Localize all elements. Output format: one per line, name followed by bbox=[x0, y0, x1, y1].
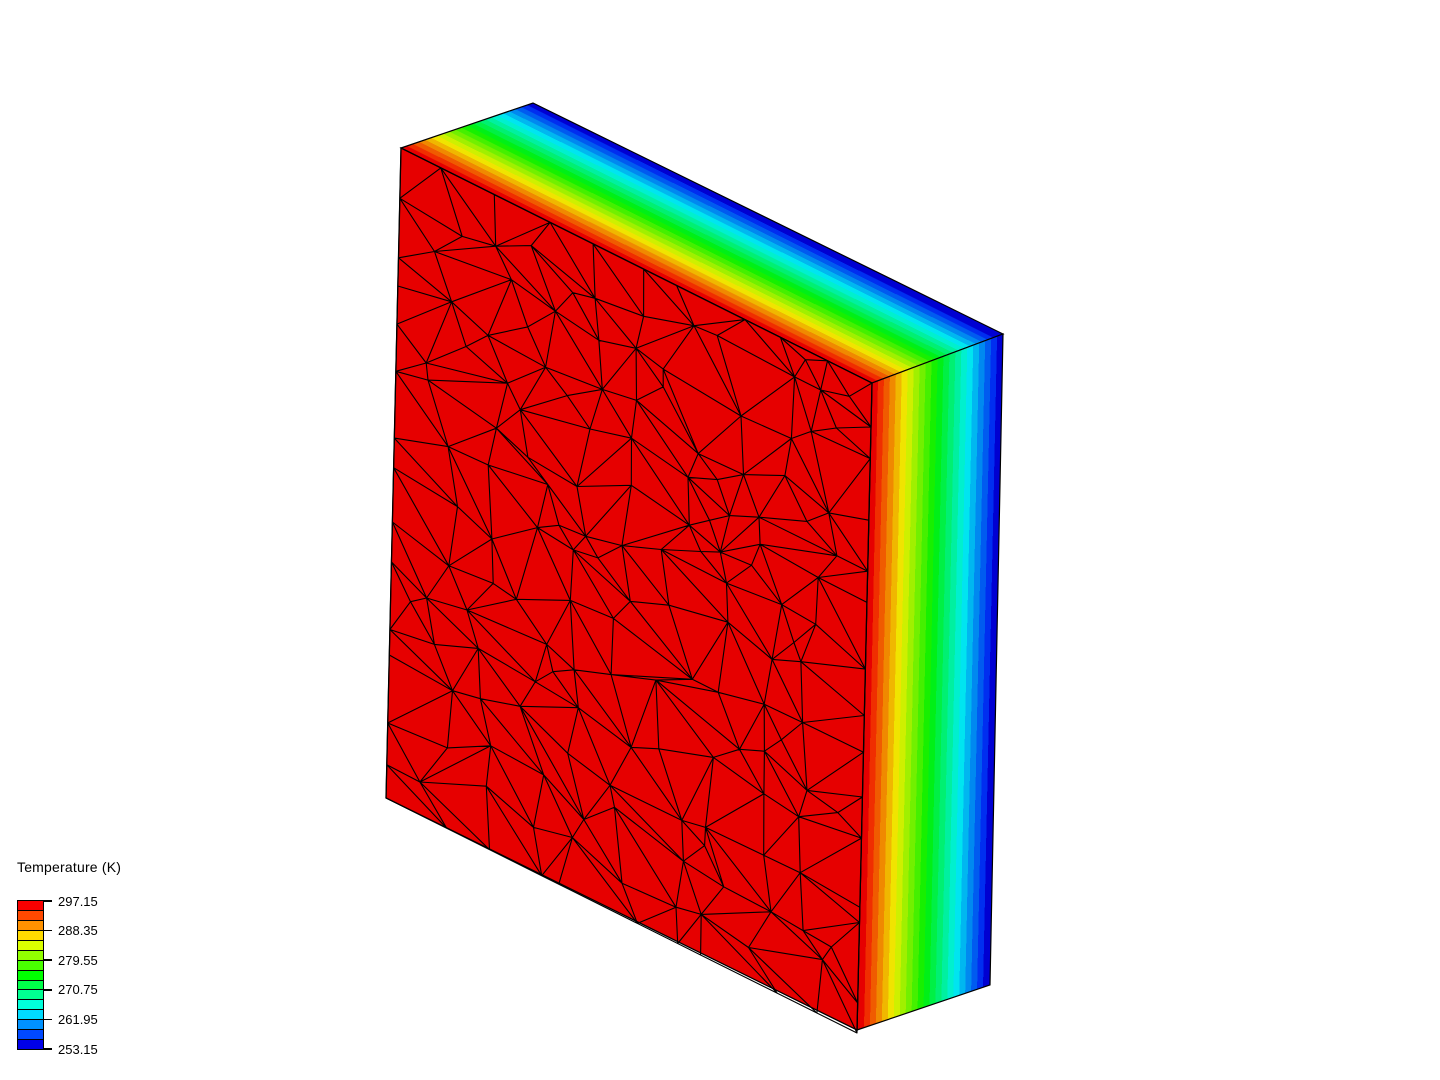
colorbar-band bbox=[18, 960, 43, 971]
legend-body: 297.15 288.35 279.55 270.75 261.95 253.15 bbox=[17, 894, 157, 1057]
colorbar bbox=[17, 900, 44, 1050]
tick-mark bbox=[44, 1018, 52, 1021]
colorbar-band bbox=[18, 1000, 43, 1011]
colorbar-band bbox=[18, 980, 43, 991]
colorbar-band bbox=[18, 930, 43, 941]
colorbar-band bbox=[18, 950, 43, 961]
colorbar-band bbox=[18, 1040, 43, 1050]
tick-mark bbox=[44, 1048, 52, 1050]
colorbar-band bbox=[18, 1030, 43, 1041]
tick-mark bbox=[44, 929, 52, 932]
mesh-triangles bbox=[385, 147, 873, 1034]
colorbar-band bbox=[18, 901, 43, 911]
legend-tick: 261.95 bbox=[44, 1011, 98, 1027]
legend-tick: 297.15 bbox=[44, 893, 98, 909]
tick-mark bbox=[44, 900, 52, 902]
tick-mark bbox=[44, 989, 52, 991]
tick-mark bbox=[44, 959, 52, 961]
colorbar-band bbox=[18, 990, 43, 1001]
tick-label: 261.95 bbox=[58, 1011, 98, 1027]
tick-label: 297.15 bbox=[58, 893, 98, 909]
temperature-legend: Temperature (K) 297.15 288.35 279.55 270.75… bbox=[17, 859, 157, 1057]
colorbar-band bbox=[18, 970, 43, 981]
colorbar-band bbox=[18, 910, 43, 921]
colorbar-band bbox=[18, 1010, 43, 1021]
model-side-face[interactable] bbox=[856, 333, 1004, 1031]
mesh-overlay bbox=[385, 147, 873, 1034]
colorbar-band bbox=[18, 940, 43, 951]
legend-tick: 270.75 bbox=[44, 982, 98, 998]
colorbar-band bbox=[18, 1020, 43, 1031]
tick-label: 288.35 bbox=[58, 923, 98, 939]
legend-tick: 253.15 bbox=[44, 1041, 98, 1057]
tick-label: 270.75 bbox=[58, 982, 98, 998]
legend-tick: 279.55 bbox=[44, 952, 98, 968]
legend-title: Temperature (K) bbox=[17, 859, 122, 875]
colorbar-band bbox=[18, 920, 43, 931]
tick-label: 279.55 bbox=[58, 952, 98, 968]
legend-tick: 288.35 bbox=[44, 923, 98, 939]
tick-label: 253.15 bbox=[58, 1041, 98, 1057]
